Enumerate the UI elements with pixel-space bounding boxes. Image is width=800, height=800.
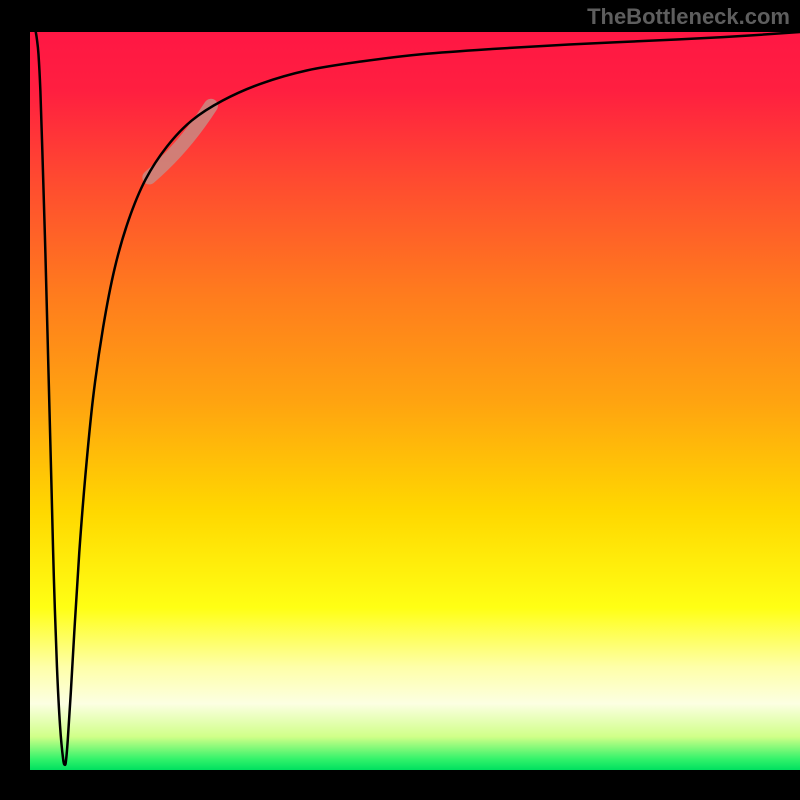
chart-container: TheBottleneck.com (0, 0, 800, 800)
bottleneck-chart (0, 0, 800, 800)
watermark-text: TheBottleneck.com (587, 4, 790, 30)
plot-area (30, 32, 800, 770)
